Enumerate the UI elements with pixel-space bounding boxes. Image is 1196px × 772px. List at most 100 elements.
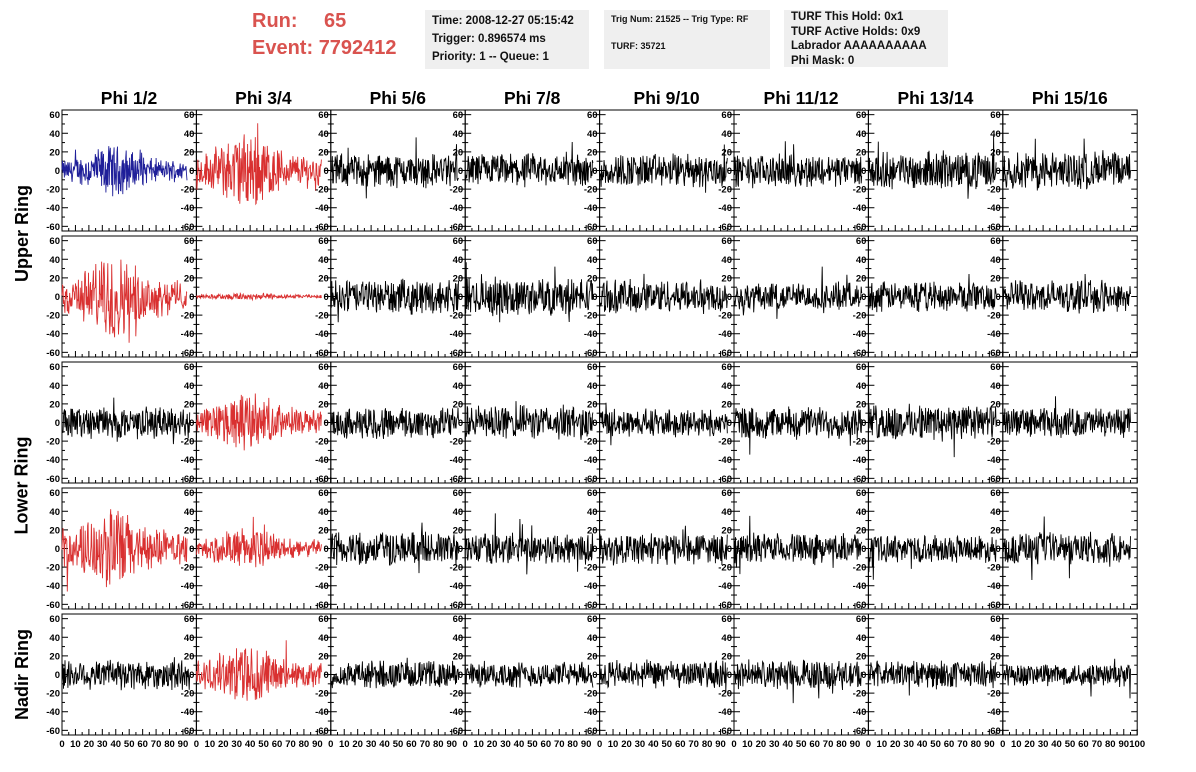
y-tick-label: -60 xyxy=(449,348,463,359)
waveform-panel: -60 -40 -20 0 20 40 60 xyxy=(853,613,1004,737)
waveform-trace xyxy=(195,393,322,451)
y-tick-label: -60 xyxy=(181,474,195,485)
y-tick-label: -60 xyxy=(181,222,195,233)
x-tick-label: 20 xyxy=(1024,739,1035,750)
y-tick-label: -60 xyxy=(449,600,463,611)
y-tick-label: 0 xyxy=(592,166,597,177)
x-tick-label: 90 xyxy=(312,739,323,750)
y-tick-label: 40 xyxy=(453,129,464,140)
y-tick-label: 20 xyxy=(49,399,60,410)
y-tick-label: -20 xyxy=(584,563,598,574)
y-tick-label: -20 xyxy=(449,689,463,700)
y-tick-label: 0 xyxy=(861,418,866,429)
y-tick-label: -40 xyxy=(181,581,195,592)
waveform-trace xyxy=(599,402,728,446)
y-tick-label: -60 xyxy=(853,600,867,611)
x-tick-label: 50 xyxy=(258,739,269,750)
y-tick-label: -20 xyxy=(987,437,1001,448)
y-tick-label: -40 xyxy=(584,707,598,718)
y-tick-label: 60 xyxy=(587,110,598,121)
y-tick-label: 40 xyxy=(587,507,598,518)
x-tick-label: 10 xyxy=(205,739,216,750)
y-tick-label: -20 xyxy=(584,437,598,448)
waveform-panel: -60 -40 -20 0 20 40 60 xyxy=(584,613,735,737)
y-tick-label: -20 xyxy=(181,437,195,448)
x-tick-label: 0 xyxy=(731,739,736,750)
y-tick-label: -40 xyxy=(584,455,598,466)
waveform-trace xyxy=(1002,516,1131,581)
y-tick-label: -20 xyxy=(46,563,60,574)
y-tick-label: -60 xyxy=(853,222,867,233)
panel-frame xyxy=(330,109,466,232)
y-tick-label: -60 xyxy=(449,474,463,485)
x-tick-label: 30 xyxy=(1038,739,1049,750)
waveform-panel: -60 -40 -20 0 20 40 60 xyxy=(315,235,466,359)
y-tick-label: 20 xyxy=(587,273,598,284)
y-tick-label: 60 xyxy=(856,614,867,625)
y-tick-label: 60 xyxy=(49,362,60,373)
y-tick-label: 40 xyxy=(856,381,867,392)
y-tick-label: 0 xyxy=(189,166,194,177)
x-tick-label: 80 xyxy=(567,739,578,750)
y-tick-label: 0 xyxy=(324,166,329,177)
x-tick-label: 60 xyxy=(406,739,417,750)
y-tick-label: 20 xyxy=(49,525,60,536)
x-tick-label: 60 xyxy=(137,739,148,750)
y-tick-label: 60 xyxy=(721,362,732,373)
x-tick-label: 90 xyxy=(850,739,861,750)
y-tick-label: 0 xyxy=(55,418,60,429)
y-tick-label: 20 xyxy=(453,525,464,536)
y-tick-label: -60 xyxy=(315,222,329,233)
waveform-trace xyxy=(733,141,863,189)
y-tick-label: -40 xyxy=(46,329,60,340)
y-tick-label: 0 xyxy=(996,544,1001,555)
y-tick-label: -20 xyxy=(181,185,195,196)
y-tick-label: -20 xyxy=(449,437,463,448)
y-tick-label: 20 xyxy=(721,147,732,158)
y-tick-label: -40 xyxy=(181,707,195,718)
x-tick-label: 50 xyxy=(393,739,404,750)
y-tick-label: 60 xyxy=(721,236,732,247)
y-tick-label: -40 xyxy=(987,581,1001,592)
x-tick-label: 70 xyxy=(420,739,431,750)
x-tick-label: 60 xyxy=(809,739,820,750)
event-label: Event: xyxy=(252,37,314,59)
waveform-trace xyxy=(61,657,191,691)
y-tick-label: -20 xyxy=(987,311,1001,322)
y-tick-label: 40 xyxy=(49,381,60,392)
waveform-trace xyxy=(195,123,322,206)
y-tick-label: -60 xyxy=(584,726,598,737)
y-tick-label: 40 xyxy=(49,255,60,266)
y-tick-label: -60 xyxy=(315,600,329,611)
waveform-panel: -60 -40 -20 0 20 40 60 xyxy=(46,109,197,233)
y-tick-label: 20 xyxy=(587,525,598,536)
y-tick-label: 20 xyxy=(721,399,732,410)
turf-active-holds-text: TURF Active Holds: 0x9 xyxy=(791,25,921,38)
waveform-panel: -60 -40 -20 0 20 40 60 xyxy=(718,235,869,359)
y-tick-label: 40 xyxy=(184,633,195,644)
y-tick-label: 40 xyxy=(856,633,867,644)
y-tick-label: 40 xyxy=(856,129,867,140)
trigger-text: Trigger: 0.896574 ms xyxy=(432,33,546,45)
x-tick-label: 30 xyxy=(366,739,377,750)
y-tick-label: -60 xyxy=(315,474,329,485)
labrador-text: Labrador AAAAAAAAAA xyxy=(791,40,927,52)
y-tick-label: -60 xyxy=(46,474,60,485)
y-tick-label: 0 xyxy=(996,166,1001,177)
y-tick-label: -60 xyxy=(584,600,598,611)
y-tick-label: -20 xyxy=(46,311,60,322)
y-tick-label: -20 xyxy=(853,437,867,448)
y-tick-label: 0 xyxy=(324,670,329,681)
x-tick-label: 90 xyxy=(715,739,726,750)
x-tick-label: 20 xyxy=(218,739,229,750)
waveform-panel: -60 -40 -20 0 20 40 60 xyxy=(46,361,197,485)
waveform-trace xyxy=(1002,273,1131,314)
x-tick-label: 80 xyxy=(1105,739,1116,750)
waveform-trace xyxy=(330,522,459,574)
y-tick-label: 40 xyxy=(453,507,464,518)
y-tick-label: 20 xyxy=(453,651,464,662)
waveform-trace xyxy=(867,403,997,458)
panel-frame xyxy=(1002,613,1138,736)
y-tick-label: -20 xyxy=(46,437,60,448)
x-tick-label: 20 xyxy=(756,739,767,750)
